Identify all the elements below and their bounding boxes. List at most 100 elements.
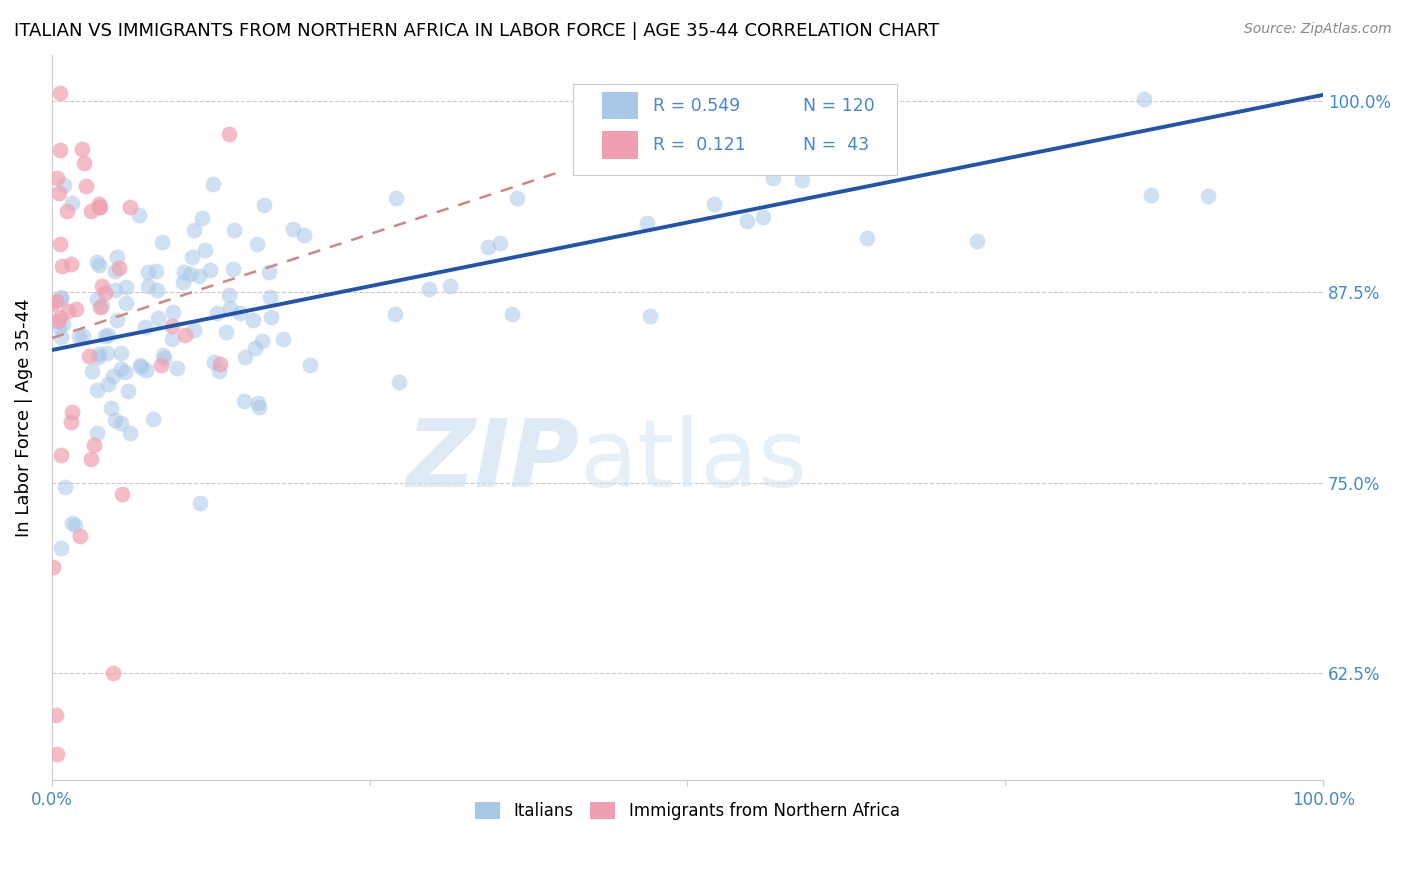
Point <box>42 559 65 574</box>
Point <box>384 191 406 205</box>
Point <box>118 200 141 214</box>
Point <box>49 449 72 463</box>
Point <box>259 290 281 304</box>
Point <box>55 204 77 219</box>
Point <box>160 332 183 346</box>
Point <box>101 368 124 383</box>
Point <box>214 325 236 339</box>
Point <box>873 89 896 103</box>
Point <box>60 516 83 531</box>
Point <box>51 259 73 273</box>
Point <box>52 178 75 193</box>
Point <box>97 328 120 343</box>
Point <box>250 334 273 349</box>
Point <box>173 265 195 279</box>
Point <box>418 282 440 296</box>
Point <box>191 211 214 226</box>
Point <box>114 365 136 379</box>
Text: ZIP: ZIP <box>406 416 579 508</box>
Point <box>67 328 90 343</box>
Point <box>65 302 87 317</box>
Legend: Italians, Immigrants from Northern Africa: Italians, Immigrants from Northern Afric… <box>468 795 907 826</box>
Point <box>83 438 105 452</box>
Point <box>149 358 172 372</box>
Text: ITALIAN VS IMMIGRANTS FROM NORTHERN AFRICA IN LABOR FORCE | AGE 35-44 CORRELATIO: ITALIAN VS IMMIGRANTS FROM NORTHERN AFRI… <box>14 22 939 40</box>
Point <box>107 250 129 264</box>
Point <box>100 401 122 415</box>
Point <box>60 196 83 211</box>
Point <box>48 236 70 251</box>
Point <box>181 250 204 264</box>
Point <box>45 747 67 762</box>
Point <box>790 173 813 187</box>
Point <box>49 87 72 101</box>
Point <box>87 197 110 211</box>
Point <box>59 415 82 429</box>
Point <box>166 360 188 375</box>
Point <box>41 297 63 311</box>
Point <box>94 329 117 343</box>
Text: R = 0.549: R = 0.549 <box>654 96 741 115</box>
Point <box>94 285 117 300</box>
Point <box>136 279 159 293</box>
Point <box>150 235 173 249</box>
Point <box>117 384 139 398</box>
Text: N = 120: N = 120 <box>803 96 875 115</box>
Point <box>89 300 111 314</box>
Text: atlas: atlas <box>579 416 807 508</box>
Bar <box>602 131 638 159</box>
Point <box>59 257 82 271</box>
Point <box>56 303 79 318</box>
Y-axis label: In Labor Force | Age 35-44: In Labor Force | Age 35-44 <box>15 299 32 537</box>
Point <box>782 132 804 146</box>
Point <box>75 178 97 193</box>
Point <box>73 156 96 170</box>
Point <box>49 310 72 324</box>
Point <box>80 452 103 467</box>
Point <box>48 186 70 200</box>
Point <box>79 349 101 363</box>
Point <box>104 413 127 427</box>
Text: R =  0.121: R = 0.121 <box>654 136 745 154</box>
Point <box>501 307 523 321</box>
Point <box>247 396 270 410</box>
Point <box>115 296 138 310</box>
Point <box>834 116 856 130</box>
Point <box>194 243 217 257</box>
Point <box>110 362 132 376</box>
Point <box>49 541 72 555</box>
Point <box>49 290 72 304</box>
Point <box>110 416 132 430</box>
Point <box>208 363 231 377</box>
Point <box>292 228 315 243</box>
Point <box>146 283 169 297</box>
Point <box>966 234 988 248</box>
Point <box>162 318 184 333</box>
Point <box>477 240 499 254</box>
Point <box>46 171 69 186</box>
Point <box>46 314 69 328</box>
Point <box>129 358 152 372</box>
Point <box>218 288 240 302</box>
Point <box>205 306 228 320</box>
Point <box>104 283 127 297</box>
Point <box>48 143 70 157</box>
Point <box>89 200 111 214</box>
Point <box>183 223 205 237</box>
Point <box>636 216 658 230</box>
Point <box>104 264 127 278</box>
Point <box>52 318 75 332</box>
Point <box>638 309 661 323</box>
Point <box>735 213 758 227</box>
Point <box>96 346 118 360</box>
Bar <box>602 92 638 120</box>
Point <box>110 346 132 360</box>
Point <box>232 394 254 409</box>
Point <box>62 405 84 419</box>
Point <box>45 294 67 309</box>
Point <box>242 313 264 327</box>
Point <box>86 426 108 441</box>
Point <box>142 412 165 426</box>
Point <box>101 666 124 681</box>
Point <box>219 301 242 315</box>
